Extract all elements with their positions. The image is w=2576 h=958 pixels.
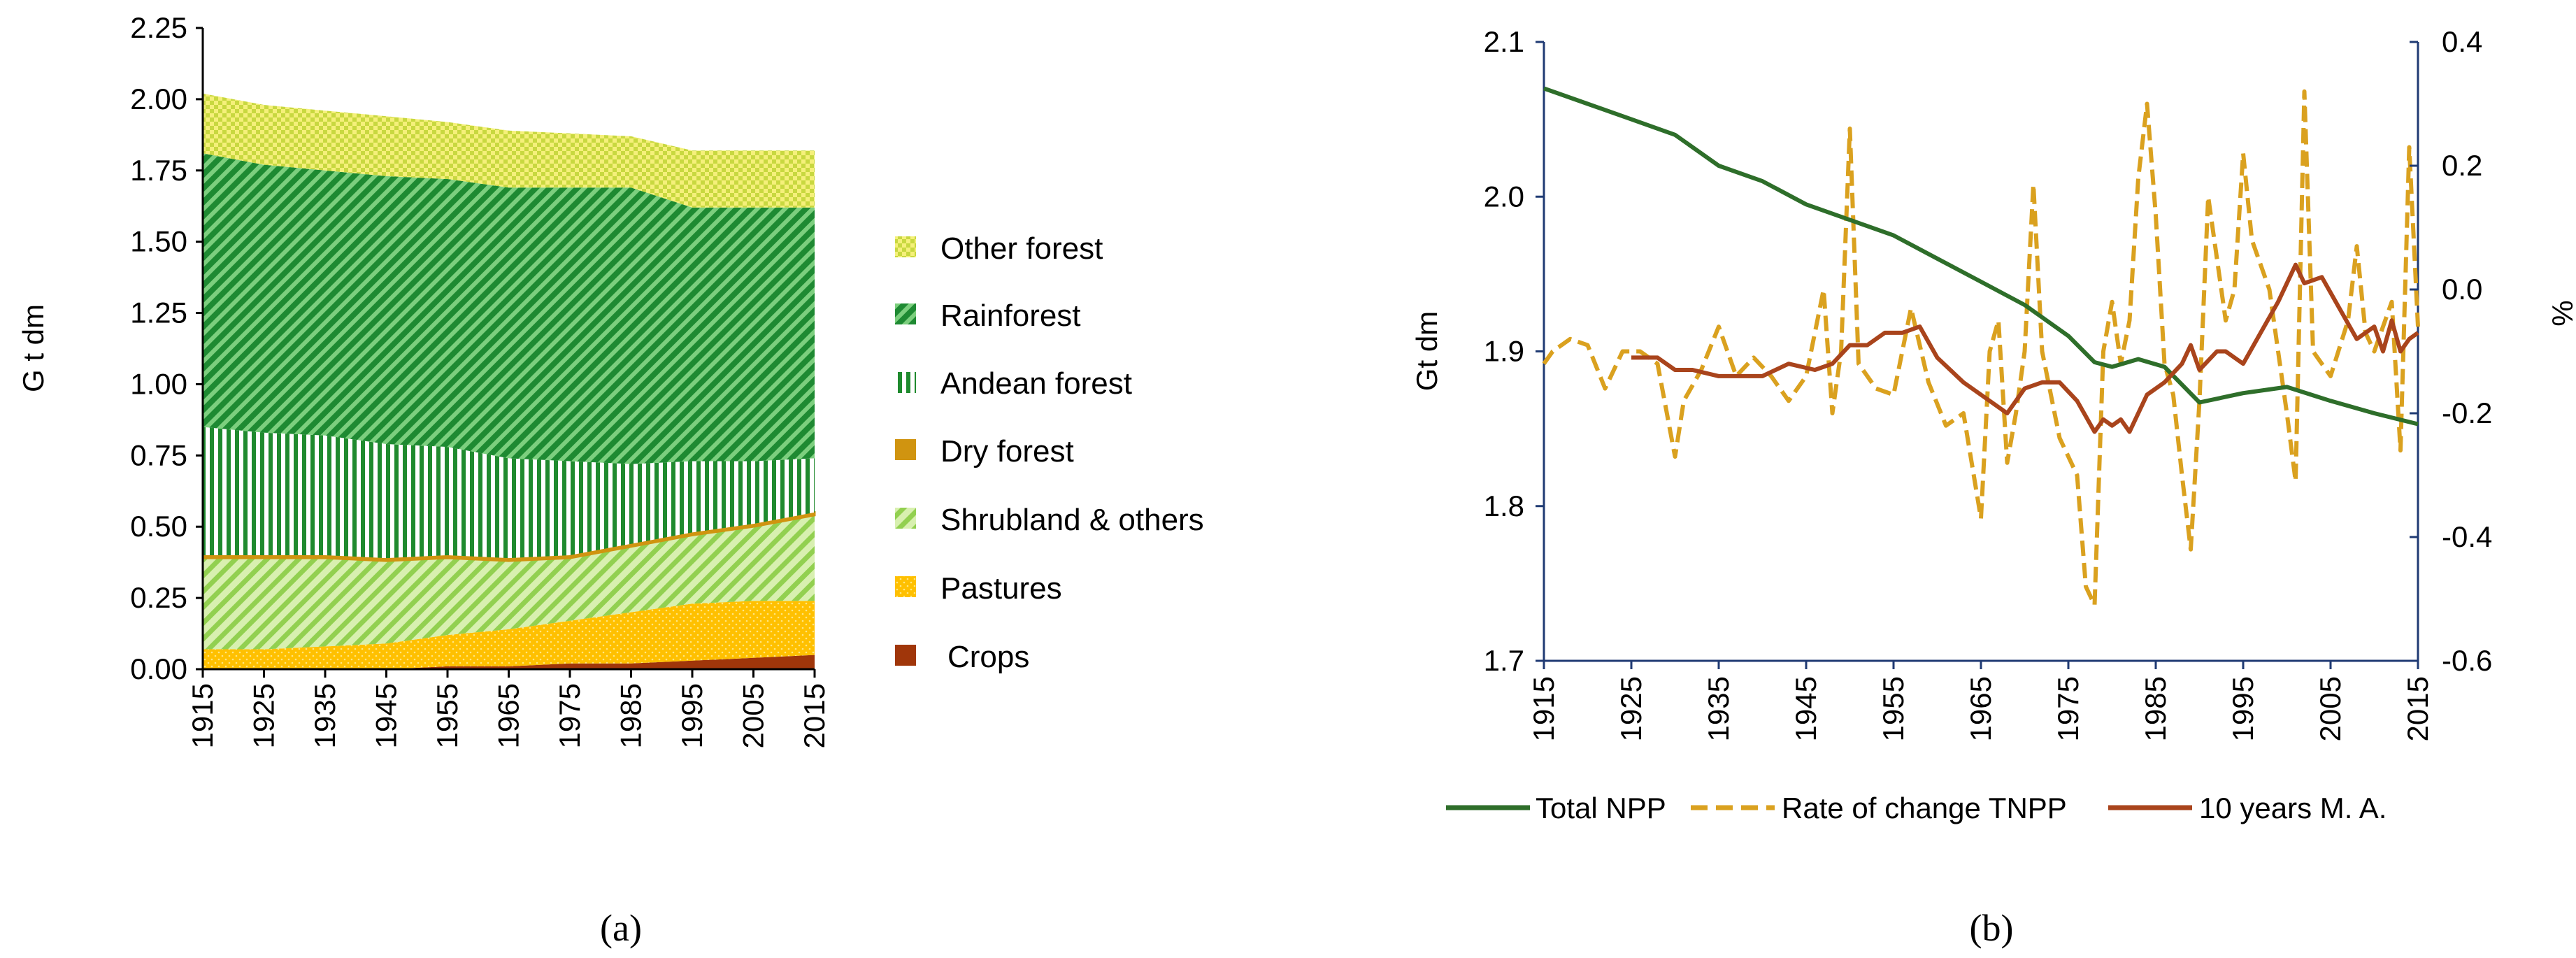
x-tick-label: 1985: [615, 683, 647, 748]
panel-b-y2-axis-label: %: [2546, 300, 2576, 326]
x-tick-label: 1985: [2139, 676, 2172, 741]
panel-a-y-ticks: 0.00 0.25 0.50 0.75 1.00 1.25 1.50 1.75 2.00 2.25: [130, 11, 203, 685]
x-tick-label: 1945: [1789, 676, 1822, 741]
y-tick-label: 0.75: [130, 438, 187, 471]
area-crops: [203, 655, 815, 669]
legend-label-dry-forest: Dry forest: [940, 434, 1074, 469]
y-tick-label: 1.00: [130, 367, 187, 400]
y-tick-label: 1.75: [130, 154, 187, 187]
legend-label-other-forest: Other forest: [940, 231, 1103, 266]
legend-label-crops: Crops: [947, 640, 1029, 674]
legend-swatch-pastures: [895, 576, 916, 597]
x-tick-label: 1955: [1877, 676, 1910, 741]
left-tick-label: 1.9: [1484, 335, 1524, 368]
right-tick-label: 0.4: [2442, 25, 2482, 58]
left-tick-label: 1.8: [1484, 489, 1524, 522]
panel-b-lines: [1542, 86, 2420, 608]
right-tick-label: -0.2: [2442, 396, 2492, 429]
legend-swatch-rainforest: [895, 303, 916, 324]
right-tick-label: 0.0: [2442, 273, 2482, 306]
series-line-10-years-m-a: [1631, 262, 2419, 434]
right-tick-label: -0.6: [2442, 644, 2492, 677]
y-tick-label: 2.00: [130, 83, 187, 115]
panel-a-areas: [201, 93, 816, 669]
y-tick-label: 2.25: [130, 11, 187, 44]
legend-label-total-npp: Total NPP: [1536, 792, 1666, 824]
x-tick-label: 1955: [431, 683, 464, 748]
right-tick-label: -0.4: [2442, 520, 2492, 553]
panel-b-legend: Total NPP Rate of change TNPP 10 years M…: [1446, 792, 2387, 824]
x-tick-label: 1925: [1615, 676, 1647, 741]
x-tick-label: 1925: [248, 683, 280, 748]
legend-label-shrubland: Shrubland & others: [940, 503, 1204, 537]
legend-swatch-other-forest: [895, 236, 916, 257]
area-pastures: [203, 601, 815, 669]
x-tick-label: 1945: [370, 683, 403, 748]
panel-a-x-ticks: 1915 1925 1935 1945 1955 1965 1975 1985 1995 2005…: [186, 669, 831, 748]
x-tick-label: 1965: [492, 683, 525, 748]
area-andean-forest: [203, 427, 815, 559]
legend-label-pastures: Pastures: [940, 571, 1062, 606]
legend-label-moving-average: 10 years M. A.: [2199, 792, 2387, 824]
x-tick-label: 1975: [553, 683, 586, 748]
x-tick-label: 2005: [2314, 676, 2347, 741]
panel-a-caption: (a): [600, 907, 642, 949]
legend-label-andean-forest: Andean forest: [940, 366, 1132, 401]
x-tick-label: 1975: [2052, 676, 2084, 741]
area-other-forest: [203, 93, 815, 208]
x-tick-label: 1995: [675, 683, 708, 748]
panel-a-stacked-area-chart: 0.00 0.25 0.50 0.75 1.00 1.25 1.50 1.75 2.00 2.25…: [17, 11, 1204, 949]
legend-swatch-crops: [895, 645, 916, 666]
legend-swatch-shrubland: [895, 508, 916, 529]
legend-label-rainforest: Rainforest: [940, 299, 1081, 333]
y-tick-label: 1.25: [130, 296, 187, 329]
panel-b-caption: (b): [1970, 907, 2014, 949]
left-tick-label: 1.7: [1484, 644, 1524, 677]
left-tick-label: 2.1: [1484, 25, 1524, 58]
legend-swatch-andean-forest: [895, 372, 916, 393]
x-tick-label: 2005: [737, 683, 770, 748]
x-tick-label: 2015: [2401, 676, 2434, 741]
x-tick-label: 1935: [1702, 676, 1735, 741]
panel-b-x-ticks: 1915 1925 1935 1945 1955 1965 1975 1985 1995 2005…: [1527, 661, 2434, 741]
y-tick-label: 1.50: [130, 225, 187, 258]
x-tick-label: 1915: [1527, 676, 1560, 741]
panel-b-line-chart: 1.7 1.8 1.9 2.0 2.1 -0.6 -0.4 -0.2 0.0 0.2 0.4 19…: [1410, 25, 2576, 949]
x-tick-label: 1965: [1964, 676, 1997, 741]
panel-b-left-ticks: 1.7 1.8 1.9 2.0 2.1: [1484, 25, 1544, 677]
right-tick-label: 0.2: [2442, 149, 2482, 182]
panel-b-right-ticks: -0.6 -0.4 -0.2 0.0 0.2 0.4: [2410, 25, 2492, 677]
x-tick-label: 1995: [2226, 676, 2259, 741]
y-tick-label: 0.25: [130, 581, 187, 614]
panel-a-legend: Other forest Rainforest Andean forest Dr…: [895, 231, 1204, 674]
x-tick-label: 2015: [798, 683, 831, 748]
y-tick-label: 0.00: [130, 652, 187, 685]
series-line-total-npp: [1543, 86, 2419, 427]
panel-b-y-axis-label: Gt dm: [1410, 311, 1443, 391]
legend-swatch-dry-forest: [895, 439, 916, 460]
series-line-rate-of-change-tnpp: [1542, 89, 2420, 608]
area-rainforest: [203, 153, 815, 464]
legend-label-rate-of-change: Rate of change TNPP: [1782, 792, 2067, 824]
y-tick-label: 0.50: [130, 510, 187, 543]
x-tick-label: 1935: [308, 683, 341, 748]
left-tick-label: 2.0: [1484, 180, 1524, 213]
x-tick-label: 1915: [186, 683, 219, 748]
area-shrubland-others: [203, 515, 815, 650]
panel-a-y-axis-label: G t dm: [17, 304, 50, 392]
